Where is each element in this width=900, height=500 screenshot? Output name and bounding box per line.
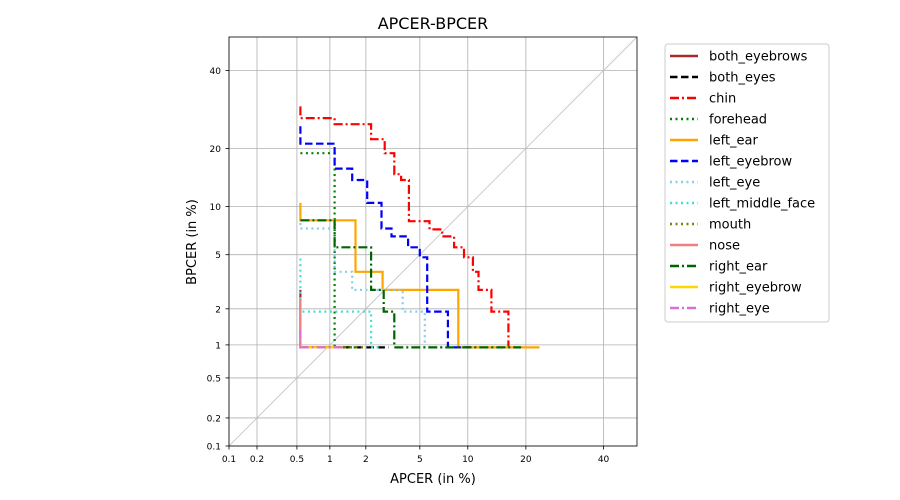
legend-label-chin: chin (709, 92, 736, 107)
legend-label-both_eyes: both_eyes (709, 71, 776, 86)
legend-label-left_eye: left_eye (709, 176, 760, 191)
y-tick-label-8: 40 (210, 67, 222, 77)
diagonal-reference-line (228, 36, 638, 447)
x-tick-label-2: 0.5 (290, 455, 304, 465)
legend-frame (664, 43, 830, 323)
x-axis-label: APCER (in %) (390, 472, 476, 487)
series-line-left_eye (299, 223, 447, 349)
series-line-left_eyebrow (299, 126, 472, 349)
legend-label-forehead: forehead (709, 113, 767, 128)
legend-label-left_ear: left_ear (709, 134, 759, 149)
x-tick-label-3: 1 (327, 455, 333, 465)
y-axis-label: BPCER (in %) (185, 199, 200, 285)
legend-label-right_eyebrow: right_eyebrow (709, 281, 802, 296)
plot-area-frame (228, 36, 638, 447)
series-line-chin (299, 106, 517, 349)
y-tick-label-7: 20 (210, 145, 222, 155)
y-tick-label-0: 0.1 (207, 443, 221, 453)
x-tick-label-1: 0.2 (250, 455, 264, 465)
series-line-right_ear (300, 219, 522, 349)
series-layer (299, 106, 540, 349)
x-tick-label-6: 10 (462, 455, 474, 465)
y-tick-label-1: 0.2 (207, 414, 221, 424)
x-tick-label-5: 5 (417, 455, 423, 465)
series-line-right_eye (299, 329, 345, 349)
series-line-forehead (300, 152, 358, 349)
x-tick-label-0: 0.1 (222, 455, 236, 465)
axis-ticks: 0.1 0.2 0.5 1 2 5 10 20 40 0.1 0.2 0.5 1 2 5 10 20 40 (207, 67, 610, 465)
y-tick-label-2: 0.5 (207, 374, 221, 384)
x-tick-label-8: 40 (598, 455, 610, 465)
legend-label-mouth: mouth (709, 218, 751, 233)
x-tick-label-7: 20 (520, 455, 532, 465)
x-tick-label-4: 2 (363, 455, 369, 465)
legend-label-nose: nose (709, 239, 740, 254)
chart-title: APCER-BPCER (378, 14, 489, 33)
y-tick-label-3: 1 (215, 341, 221, 351)
legend-label-right_ear: right_ear (709, 260, 768, 275)
legend-label-right_eye: right_eye (709, 302, 770, 317)
legend-label-both_eyebrows: both_eyebrows (709, 50, 808, 65)
legend-label-left_eyebrow: left_eyebrow (709, 155, 793, 170)
y-tick-label-4: 2 (215, 305, 221, 315)
legend-label-left_middle_face: left_middle_face (709, 197, 815, 212)
y-tick-label-5: 5 (215, 251, 221, 261)
y-tick-label-6: 10 (210, 203, 222, 213)
